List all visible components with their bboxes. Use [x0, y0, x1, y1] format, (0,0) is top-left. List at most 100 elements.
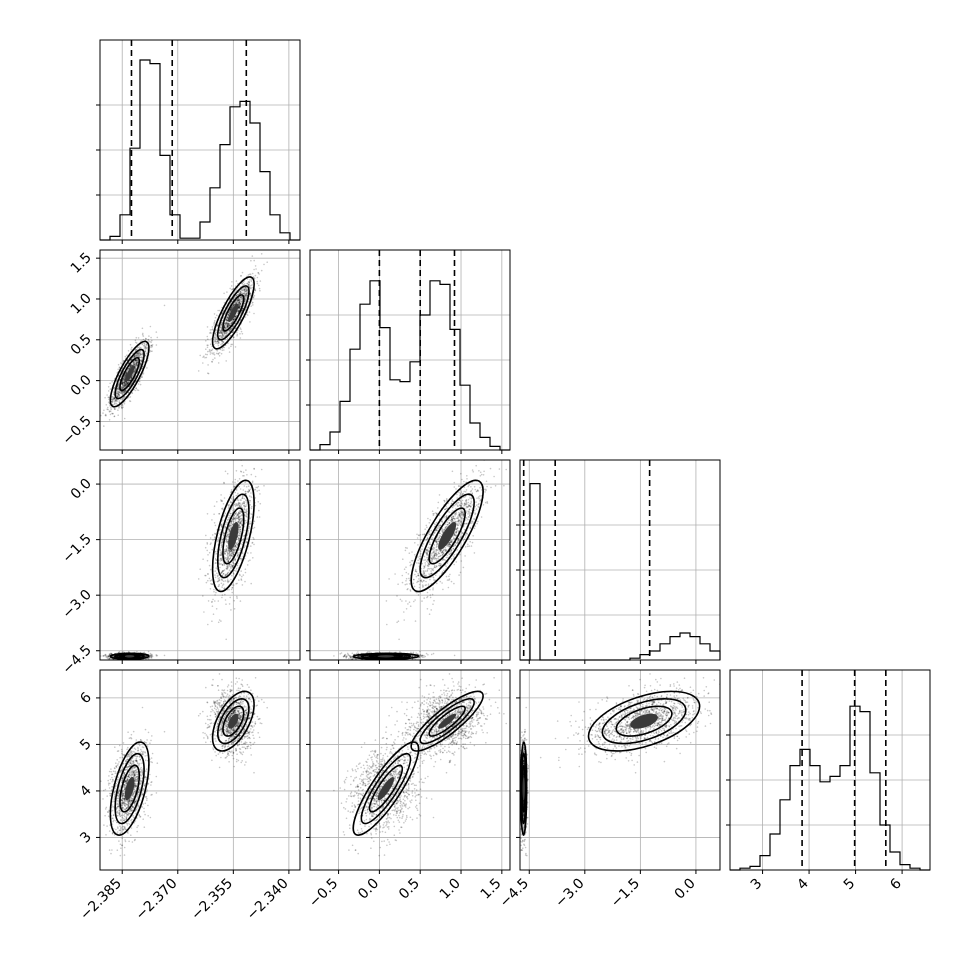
y-tick-label: 0.5 [68, 331, 95, 358]
contour-level [360, 752, 412, 825]
x-tick-label: 4 [794, 875, 812, 893]
x-tick-label: −3.0 [552, 876, 587, 911]
contour-level [352, 741, 420, 836]
contour-level [438, 522, 457, 550]
contour-level [410, 479, 484, 593]
contour-level [377, 655, 395, 658]
panel-frame [309, 459, 511, 661]
scatter-2-1 [333, 460, 508, 660]
contour-level [428, 507, 466, 565]
x-tick-label: 0.0 [355, 876, 382, 903]
contour-level [428, 705, 466, 737]
x-tick-label: −2.370 [133, 876, 181, 924]
contour-level [216, 698, 250, 745]
panel-frame [309, 249, 511, 451]
contour-level [216, 493, 250, 579]
contour-level [211, 479, 255, 593]
contour-level [109, 340, 150, 408]
x-tick-label: −2.340 [244, 876, 292, 924]
contour-level [119, 654, 141, 659]
scatter-3-1 [333, 673, 508, 857]
y-tick-label: 6 [77, 689, 95, 707]
y-tick-label: 0.0 [68, 476, 95, 503]
contour-level [615, 705, 673, 737]
contour-level [222, 507, 245, 565]
x-tick-label: −2.385 [77, 876, 125, 924]
panel-3-2: −4.5 −3.0 −1.5 0.0 [497, 669, 721, 911]
contour-level [228, 303, 239, 322]
panel-1-1 [306, 249, 511, 454]
contour-level [114, 348, 145, 400]
contour-level [124, 776, 135, 801]
panel-frame [519, 669, 721, 871]
x-tick-label: 0.0 [672, 876, 699, 903]
x-tick-label: 3 [748, 876, 766, 894]
panel-frame [729, 669, 931, 871]
histogram-2 [520, 483, 721, 661]
scatter-3-2 [520, 673, 720, 857]
scatter-1-0 [100, 253, 269, 427]
y-tick-label: 1.5 [68, 250, 95, 277]
x-tick-label: −4.5 [497, 876, 532, 911]
panel-frame [99, 459, 301, 661]
panel-1-0: −0.5 0.0 0.5 1.0 1.5 [59, 249, 301, 454]
contour-level [222, 705, 245, 737]
contour-level [419, 493, 475, 579]
y-tick-label: −1.5 [59, 531, 94, 566]
x-tick-label: −1.5 [608, 876, 643, 911]
contour-level [211, 276, 255, 350]
x-tick-label: 6 [887, 875, 905, 893]
contour-level [124, 655, 135, 658]
contour-level [109, 741, 150, 836]
x-tick-label: −2.355 [188, 876, 236, 924]
scatter-3-0 [100, 673, 269, 857]
histogram-1 [310, 280, 510, 451]
contour-level [211, 690, 255, 752]
histogram-0 [100, 59, 300, 241]
contour-level [377, 776, 395, 801]
panel-frame [519, 459, 721, 661]
panel-frame [99, 39, 301, 241]
contour-level [521, 764, 526, 813]
panel-0-0 [96, 39, 301, 244]
x-tick-label: 5 [841, 876, 859, 894]
panel-3-0: −2.385 −2.370 −2.355 −2.340 3 4 5 6 [77, 669, 301, 924]
y-tick-label: −3.0 [59, 587, 94, 622]
x-tick-label: −0.5 [306, 876, 341, 911]
histogram-3 [730, 705, 930, 871]
panel-2-1 [306, 459, 511, 664]
x-tick-label: 1.0 [437, 876, 464, 903]
y-tick-label: 1.0 [68, 290, 95, 317]
contour-level [368, 654, 404, 659]
x-tick-label: 0.5 [396, 876, 423, 903]
contour-level [587, 690, 701, 752]
panel-3-1: −0.5 0.0 0.5 1.0 1.5 [306, 669, 511, 911]
contour-level [410, 690, 484, 752]
contour-level [438, 713, 457, 729]
contour-level [601, 698, 687, 745]
contour-level [630, 713, 658, 729]
panel-2-2 [516, 459, 721, 664]
contour-level [119, 356, 141, 392]
contour-level [216, 285, 250, 341]
y-tick-label: 0.0 [68, 372, 95, 399]
contour-level [522, 776, 525, 801]
contour-level [419, 698, 475, 745]
y-tick-label: 4 [77, 782, 95, 800]
y-tick-label: −0.5 [59, 413, 94, 448]
y-tick-label: −4.5 [59, 642, 94, 677]
contour-level [222, 294, 245, 332]
panel-frame [99, 249, 301, 451]
y-tick-label: 5 [77, 736, 95, 754]
y-tick-label: 3 [77, 829, 95, 847]
panel-frame [309, 669, 511, 871]
panel-2-0: −4.5 −3.0 −1.5 0.0 [59, 459, 301, 678]
contour-level [124, 365, 135, 383]
contour-level [228, 522, 239, 550]
contour-level [228, 713, 239, 729]
scatter-2-0 [100, 460, 265, 660]
contour-level [119, 764, 141, 813]
contour-level [114, 752, 145, 825]
contour-level [368, 764, 404, 813]
